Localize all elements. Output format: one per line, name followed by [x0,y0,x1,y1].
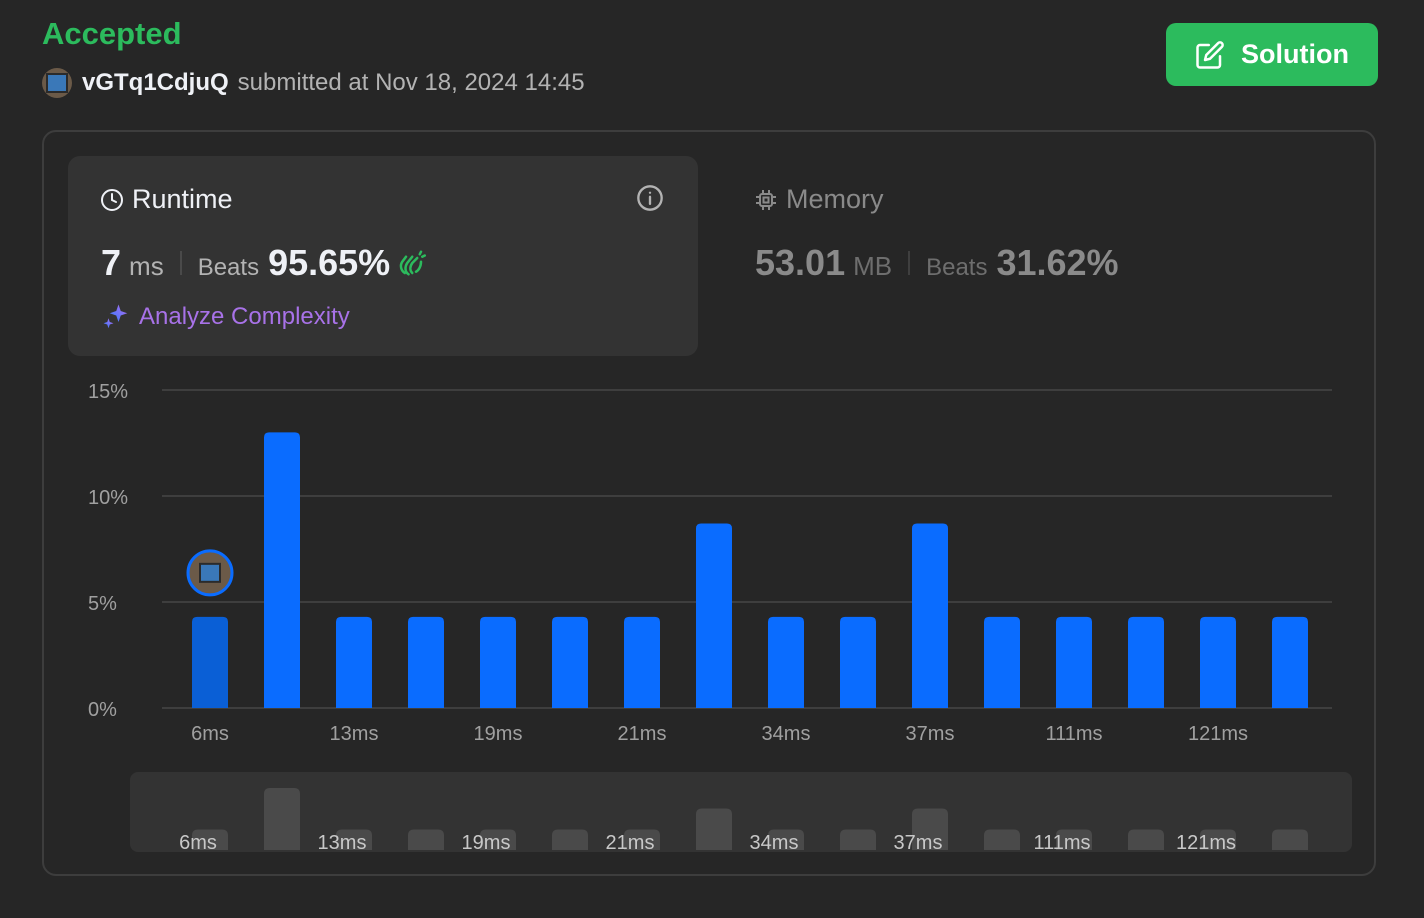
x-tick-label: 34ms [762,723,811,745]
minimap-bar [1056,829,1092,850]
memory-title-text: Memory [786,184,884,214]
clapping-hands-icon [399,250,427,276]
analyze-label: Analyze Complexity [139,303,350,330]
minimap-label: 6ms [179,832,217,854]
minimap-bar [696,808,732,850]
x-tick-label: 121ms [1188,723,1248,745]
chart-bar[interactable] [480,616,516,708]
minimap-bar [264,788,300,850]
edit-icon [1196,40,1224,69]
divider [179,251,182,275]
minimap-bar [768,829,804,850]
status-accepted: Accepted [42,16,182,51]
minimap-bar [336,829,372,850]
y-tick-label: 10% [88,487,128,509]
minimap-label: 21ms [606,832,655,854]
minimap-bar [840,829,876,850]
x-tick-label: 6ms [191,723,229,745]
y-tick-label: 0% [88,699,117,721]
runtime-beats-value: 95.65% [268,242,391,283]
beats-label: Beats [197,254,260,281]
chart-range-navigator[interactable] [130,772,1352,852]
minimap-label: 121ms [1176,832,1236,854]
memory-metric: 53.01 MB Beats 31.62% [755,242,1119,284]
minimap-bar [1200,829,1236,850]
minimap-label: 13ms [318,832,367,854]
avatar[interactable] [42,68,72,98]
solution-button[interactable]: Solution [1166,23,1378,86]
minimap-bar [912,808,948,850]
minimap-bar [1272,829,1308,850]
minimap-bar [552,829,588,850]
minimap-label: 19ms [462,832,511,854]
minimap-bar [480,829,516,850]
chip-icon [756,189,776,210]
submission-info: vGTq1CdjuQ submitted at Nov 18, 2024 14:… [42,66,585,100]
chart-bar[interactable] [912,523,948,708]
beats-label: Beats [926,254,988,281]
chart-bar[interactable] [624,616,660,708]
chart-bar[interactable] [336,616,372,708]
x-tick-label: 111ms [1045,723,1102,745]
y-tick-label: 5% [88,593,117,615]
memory-unit: MB [853,251,893,281]
chart-bar[interactable] [768,616,804,708]
analyze-complexity-link[interactable]: Analyze Complexity [101,302,350,332]
user-avatar-icon [199,562,221,583]
chart-bar[interactable] [1200,616,1236,708]
chart-bar[interactable] [1056,616,1092,708]
runtime-title: Runtime [100,184,233,215]
minimap-bar [624,829,660,850]
minimap-bar [408,829,444,850]
runtime-metric: 7 ms Beats 95.65% [101,242,427,284]
minimap-label: 111ms [1033,832,1090,854]
runtime-title-text: Runtime [132,184,233,214]
memory-beats-value: 31.62% [996,242,1119,283]
chart-bar[interactable] [840,616,876,708]
chart-bar[interactable] [696,523,732,708]
runtime-card[interactable]: Runtime 7 ms Beats 95.65% Analyze Comple… [68,156,698,356]
chart-bar[interactable] [264,432,300,708]
x-tick-label: 19ms [474,723,523,745]
minimap-bar [192,829,228,850]
memory-tab[interactable]: Memory [754,184,884,215]
runtime-value: 7 [101,242,122,283]
minimap-bar [1128,829,1164,850]
chart-bar[interactable] [552,616,588,708]
sparkle-icon [103,304,128,329]
clock-icon [101,188,123,211]
minimap-bar [984,829,1020,850]
chart-bar[interactable] [984,616,1020,708]
result-panel [42,130,1376,876]
chart-bar[interactable] [1128,616,1164,708]
minimap-label: 34ms [750,832,799,854]
x-tick-label: 21ms [618,723,667,745]
minimap-label: 37ms [894,832,943,854]
chart-bar[interactable] [1272,616,1308,708]
chart-bar[interactable] [408,616,444,708]
divider [908,251,911,275]
x-tick-label: 37ms [906,723,955,745]
username-link[interactable]: vGTq1CdjuQ [82,69,229,96]
chart-bar[interactable] [192,616,228,708]
x-tick-label: 13ms [330,723,379,745]
solution-label: Solution [1241,39,1349,69]
memory-value: 53.01 [755,242,846,283]
y-tick-label: 15% [88,381,128,403]
submitted-time: submitted at Nov 18, 2024 14:45 [237,69,585,96]
info-icon[interactable] [636,184,664,212]
runtime-unit: ms [129,251,164,281]
